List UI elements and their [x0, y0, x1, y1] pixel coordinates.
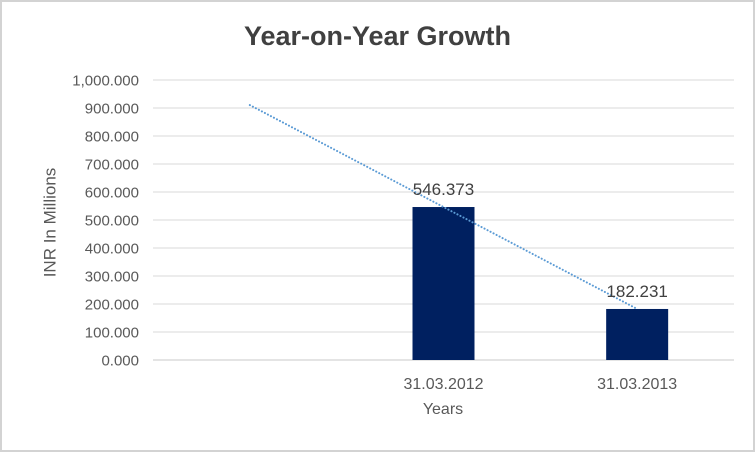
y-tick-label: 600.000: [85, 185, 139, 202]
y-tick-label: 100.000: [85, 325, 139, 342]
y-tick-label: 400.000: [85, 241, 139, 258]
chart-title: Year-on-Year Growth: [243, 21, 512, 51]
data-label: 182.231: [606, 282, 667, 301]
x-tick-label: 31.03.2013: [597, 376, 677, 393]
y-tick-label: 800.000: [85, 129, 139, 146]
y-tick-label: 900.000: [85, 101, 139, 118]
x-axis-title: Years: [422, 401, 464, 418]
y-tick-label: 500.000: [85, 213, 139, 230]
x-tick-label: 31.03.2012: [403, 376, 483, 393]
y-tick-label: 700.000: [85, 157, 139, 174]
y-tick-label: 1,000.000: [72, 73, 139, 90]
bar: [606, 308, 669, 360]
y-tick-label: 200.000: [85, 297, 139, 314]
trendline: [248, 104, 639, 310]
bar: [412, 207, 475, 360]
y-tick-label: 0.000: [101, 353, 139, 370]
y-tick-label: 300.000: [85, 269, 139, 286]
data-label: 546.373: [413, 180, 474, 199]
